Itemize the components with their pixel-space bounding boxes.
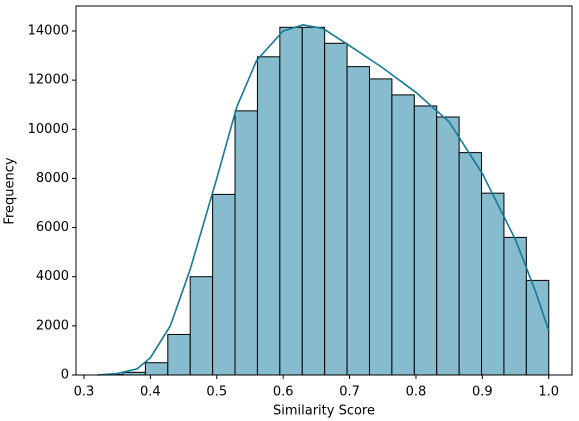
y-tick-label: 10000 bbox=[28, 122, 69, 137]
bar bbox=[436, 116, 460, 376]
y-axis-label: Frequency bbox=[3, 157, 18, 224]
bar bbox=[368, 78, 393, 376]
y-tick-label: 2000 bbox=[36, 318, 69, 333]
bar bbox=[212, 193, 236, 376]
x-tick-label: 0.4 bbox=[140, 385, 161, 400]
y-tick-label: 0 bbox=[61, 368, 69, 383]
bar bbox=[234, 110, 258, 376]
bar bbox=[301, 26, 326, 376]
x-tick-label: 0.6 bbox=[273, 385, 294, 400]
x-tick-label: 0.9 bbox=[472, 385, 493, 400]
bar bbox=[481, 192, 505, 376]
y-tick-label: 4000 bbox=[36, 269, 69, 284]
bar bbox=[167, 333, 191, 376]
y-tick-label: 12000 bbox=[28, 73, 69, 88]
bar bbox=[144, 362, 169, 376]
x-tick-label: 0.8 bbox=[406, 385, 427, 400]
y-tick-label: 6000 bbox=[36, 220, 69, 235]
plot-frame bbox=[75, 5, 573, 376]
kde-line bbox=[97, 24, 550, 376]
x-tick-label: 0.7 bbox=[339, 385, 360, 400]
x-tick-label: 1.0 bbox=[538, 385, 559, 400]
x-axis-label: Similarity Score bbox=[273, 404, 375, 419]
x-tick-label: 0.5 bbox=[206, 385, 227, 400]
bar bbox=[458, 152, 483, 376]
y-tick-label: 8000 bbox=[36, 171, 69, 186]
bar bbox=[279, 26, 303, 376]
bar bbox=[413, 105, 438, 376]
bar bbox=[324, 42, 348, 376]
bar bbox=[525, 279, 550, 376]
bar bbox=[256, 56, 281, 376]
bar bbox=[346, 66, 370, 376]
y-tick-label: 14000 bbox=[28, 23, 69, 38]
x-tick-label: 0.3 bbox=[74, 385, 95, 400]
bar bbox=[391, 94, 415, 376]
bar bbox=[189, 276, 214, 376]
